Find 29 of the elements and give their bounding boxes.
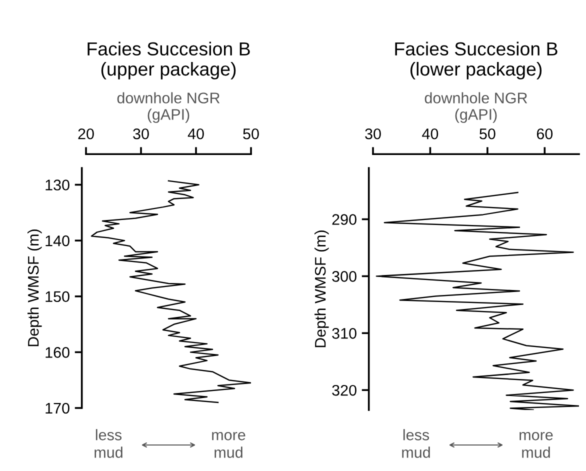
x-tick-label: 30 xyxy=(365,128,381,140)
chart-title: Facies Succesion B (lower package) xyxy=(395,42,558,80)
line-series xyxy=(90,180,251,404)
y-tick-label: 310 xyxy=(332,328,356,339)
y-tick-label: 130 xyxy=(46,180,70,190)
x-axis-title: downhole NGR (gAPI) xyxy=(117,92,220,123)
x-tick-label: 40 xyxy=(422,128,438,140)
x-tick-label: 40 xyxy=(188,128,204,140)
y-tick-label: 320 xyxy=(332,384,356,396)
text: less mud xyxy=(94,429,122,458)
x-axis-title: downhole NGR (gAPI) xyxy=(424,92,528,123)
y-tick-label: 300 xyxy=(332,271,356,282)
x-tick-label: 50 xyxy=(480,128,496,140)
y-tick-label: 150 xyxy=(46,291,70,302)
y-tick-label: 170 xyxy=(46,402,70,414)
line-series xyxy=(376,192,579,410)
text: more mud xyxy=(212,432,246,458)
x-tick-label: 50 xyxy=(243,128,259,140)
x-tick-label: 60 xyxy=(536,128,553,140)
text: more mud xyxy=(520,432,553,458)
y-tick-label: 160 xyxy=(46,347,70,358)
text: less mud xyxy=(402,429,430,458)
y-axis-title: Depth WMSF (m) xyxy=(314,230,329,348)
y-tick-label: 140 xyxy=(46,235,70,246)
x-tick-label: 30 xyxy=(133,128,149,140)
chart-title: Facies Succesion B (upper package) xyxy=(88,42,250,80)
y-tick-label: 290 xyxy=(332,214,356,225)
y-axis-title: Depth WMSF (m) xyxy=(28,230,42,346)
x-tick-label: 20 xyxy=(78,128,94,140)
